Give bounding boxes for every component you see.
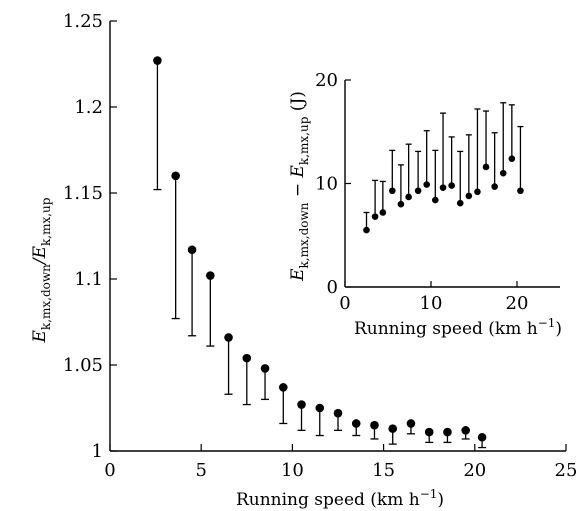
main-data-point xyxy=(406,419,416,428)
main-data-point xyxy=(260,364,270,373)
inset-x-tick-label: 20 xyxy=(506,293,529,314)
inset-data-point xyxy=(465,192,473,200)
main-data-point xyxy=(370,420,379,430)
inset-y-tick-label: 20 xyxy=(315,70,338,91)
inset-y-tick-label: 10 xyxy=(315,174,338,195)
main-data-point xyxy=(242,353,252,363)
inset-error-bars xyxy=(363,102,524,231)
inset-data-point xyxy=(405,193,412,201)
main-y-tick-label: 1.1 xyxy=(74,269,103,290)
inset-data-point xyxy=(439,184,447,191)
main-data-point xyxy=(461,426,470,435)
main-y-tick-label: 1.15 xyxy=(63,183,103,204)
main-data-point xyxy=(187,245,197,255)
inset-y-axis-label: Ek,mx,down − Ek,mx,up (J) xyxy=(288,91,311,282)
inset-points xyxy=(363,155,524,234)
inset-data-point xyxy=(432,196,439,204)
main-data-point xyxy=(171,171,180,181)
inset-axes: 0 10 20 0 10 20 xyxy=(315,70,560,314)
inset-data-point xyxy=(456,199,464,207)
inset-data-point xyxy=(482,163,490,171)
inset-x-tick-label: 10 xyxy=(420,293,443,314)
main-data-point xyxy=(477,432,487,442)
inset-data-point xyxy=(423,181,431,188)
main-chart: 0 5 10 15 20 25 1 1.05 1.1 1.15 1.2 1.25 Running sp… xyxy=(30,11,577,510)
main-y-tick-label: 1.2 xyxy=(74,97,103,118)
main-data-point xyxy=(333,408,343,418)
main-x-tick-label: 20 xyxy=(463,460,486,481)
inset-x-tick-label: 0 xyxy=(339,293,350,314)
inset-data-point xyxy=(389,187,396,195)
main-data-point xyxy=(388,424,398,433)
main-data-point xyxy=(315,403,325,413)
inset-data-point xyxy=(508,155,516,162)
main-y-tick-label: 1 xyxy=(92,441,103,462)
main-x-tick-label: 25 xyxy=(555,460,578,481)
main-y-tick-label: 1.25 xyxy=(63,11,103,32)
main-data-point xyxy=(153,56,162,65)
inset-data-point xyxy=(363,226,370,234)
main-data-point xyxy=(443,427,452,437)
main-x-axis-label: Running speed (km h−1) xyxy=(236,487,444,510)
inset-data-point xyxy=(448,182,455,189)
inset-data-point xyxy=(474,188,481,196)
main-x-tick-label: 5 xyxy=(195,460,206,481)
inset-data-point xyxy=(517,187,524,195)
inset-data-point xyxy=(371,213,379,220)
main-x-tick-label: 10 xyxy=(281,460,304,481)
main-data-point xyxy=(351,419,361,428)
main-data-point xyxy=(206,271,215,280)
inset-data-point xyxy=(499,169,507,177)
main-axes: 0 5 10 15 20 25 1 1.05 1.1 1.15 1.2 1.25 xyxy=(63,11,578,481)
main-data-point xyxy=(424,427,434,437)
main-data-point xyxy=(297,400,306,409)
main-error-bars xyxy=(153,60,487,449)
main-y-axis-label: Ek,mx,down/Ek,mx,up xyxy=(30,197,53,343)
inset-x-axis-label: Running speed (km h−1) xyxy=(354,316,562,339)
main-x-tick-label: 15 xyxy=(372,460,395,481)
inset-data-point xyxy=(414,187,422,195)
main-data-point xyxy=(278,383,288,392)
main-points xyxy=(153,56,487,442)
main-x-tick-label: 0 xyxy=(104,460,115,481)
inset-data-point xyxy=(491,183,498,190)
main-y-tick-label: 1.05 xyxy=(63,355,103,376)
inset-chart: 0 10 20 0 10 20 Running speed (km h−1) Ek,mx,… xyxy=(288,70,562,339)
inset-data-point xyxy=(397,200,405,208)
inset-data-point xyxy=(379,209,387,216)
main-data-point xyxy=(224,333,233,342)
inset-y-tick-label: 0 xyxy=(327,277,338,298)
